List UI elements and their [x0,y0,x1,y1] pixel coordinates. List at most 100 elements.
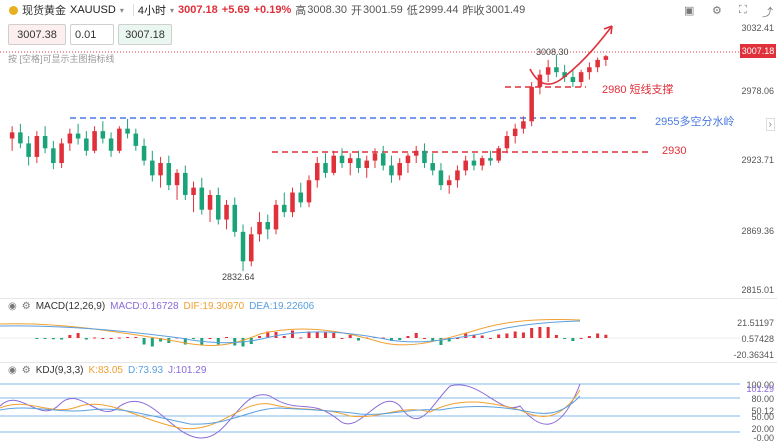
macd-bar [225,337,229,338]
candle-body [529,86,534,122]
divider [132,4,134,16]
price-axis-label: 3032.41 [741,23,774,33]
indicator-hint: 按 [空格]可显示主图指标线 [8,54,115,64]
fullscreen-icon[interactable]: ⛶ [739,4,747,16]
candle-body [9,132,15,139]
symbol-title[interactable]: 现货黄金 [22,5,66,17]
j-line [0,383,581,439]
open-label: 开 [351,5,362,17]
peak-label: 3008.30 [536,47,569,57]
candle-body [504,136,510,149]
macd-bar [554,335,558,338]
high-label: 高 [295,5,307,17]
interval-selector[interactable]: 4小时 [137,5,166,17]
eye-icon[interactable]: ◉ [8,365,17,376]
macd-bar [356,338,360,341]
symbol-code: XAUUSD [70,4,116,16]
macd-axis-label: -20.36341 [733,350,774,360]
candle-body [372,153,378,161]
candle-body [216,194,221,220]
candle-body [405,155,411,164]
macd-bar [43,338,47,339]
candle-body [290,192,295,213]
chevron-down-icon[interactable]: ▾ [119,5,124,15]
price-change: +5.69 [221,4,250,16]
ask-price-button[interactable]: 3007.18 [118,24,172,45]
macd-bar [216,338,220,345]
candle-body [232,204,238,232]
settings-icon[interactable]: ⚙ [712,5,722,17]
macd-bar [323,332,327,338]
candle-body [249,234,254,262]
macd-bar [291,330,295,338]
candle-body [265,222,271,230]
macd-bar [266,331,270,338]
kdj-axis-label: 20.00 [751,424,774,434]
share-icon[interactable]: ⤴ [762,7,773,19]
candle-body [455,170,460,181]
macd-bar [274,332,278,338]
candle-body [364,160,369,168]
candle-body [141,145,147,161]
macd-bar [299,337,303,339]
macd-bar [159,338,163,342]
gold-icon [9,5,18,15]
kdj-axis-label: 80.00 [751,394,774,404]
candle-body [306,180,312,203]
d-line [0,395,581,425]
kdj-axis-label: 50.12 [751,406,774,416]
bid-price-button[interactable]: 3007.38 [8,24,66,45]
current-price-tag: 3007.18 [740,44,776,58]
kdj-axis-label: 101.29 [746,384,774,394]
watershed-2955-label: 2955多空分水岭 [655,116,735,128]
macd-bar [126,337,130,338]
candle-body [18,132,23,144]
chevron-down-icon[interactable]: ▾ [169,5,174,15]
macd-bar [307,331,311,338]
macd-bar [587,336,591,338]
camera-icon[interactable]: ▣ [684,5,695,17]
candle-body [380,153,386,166]
settings-icon[interactable]: ⚙ [21,301,31,312]
support-2980-label: 2980 短线支撑 [602,84,674,96]
candle-body [488,158,493,161]
candle-body [92,131,97,151]
candle-body [26,143,31,157]
macd-bar [538,327,542,338]
low-value: 2999.44 [418,4,459,16]
macd-bar [101,338,105,339]
kdj-label[interactable]: KDJ(9,3,3) [35,365,84,376]
candle-body [446,180,452,186]
candle-body [603,56,609,60]
symbol-header: 现货黄金 XAUUSD ▾ 4小时 ▾ 3007.18 +5.69 +0.19%… [0,0,777,20]
candle-body [150,160,155,176]
candle-body [496,148,501,161]
macd-bar [464,333,468,338]
candle-body [240,231,246,262]
macd-bar [530,328,534,338]
settings-icon[interactable]: ⚙ [21,365,31,376]
quantity-input[interactable]: 0.01 [70,24,114,45]
prevclose-label: 昨收 [462,5,485,17]
kdj-axis-label: 50.00 [751,412,774,422]
dea-line [0,320,581,344]
low-label: 低 [406,5,418,17]
macd-bar [389,338,393,341]
macd-bar [455,338,459,339]
candle-body [578,72,584,82]
open-value: 3001.59 [363,4,403,16]
candlestick-chart[interactable] [0,20,740,298]
macd-label[interactable]: MACD(12,26,9) [35,301,106,312]
candle-body [587,67,592,73]
macd-bar [76,333,80,338]
candle-body [323,163,328,173]
scroll-right-icon[interactable]: › [765,118,775,131]
eye-icon[interactable]: ◉ [8,301,17,312]
candle-body [117,128,122,151]
macd-bar [414,333,418,338]
macd-bar [134,337,138,338]
macd-bar [521,332,525,338]
candle-body [183,172,188,195]
macd-bar [480,335,484,338]
candle-body [158,163,163,176]
